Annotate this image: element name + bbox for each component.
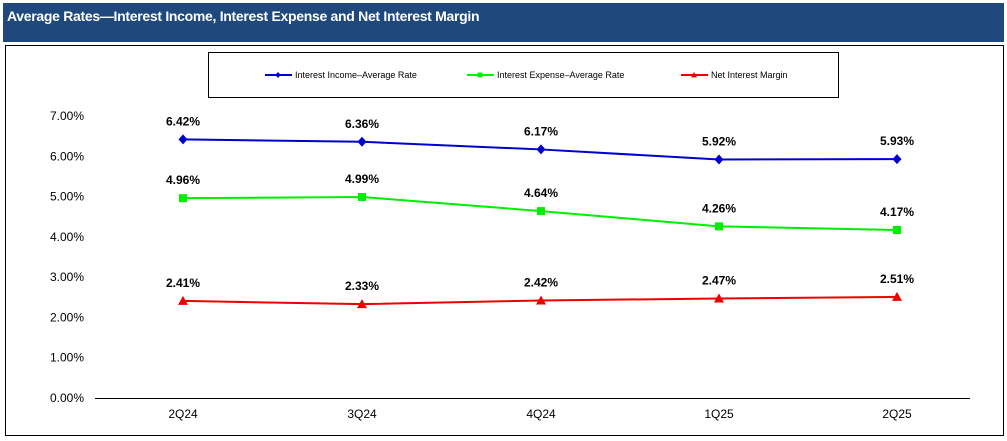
data-label: 4.17% [880,205,914,219]
legend-marker-icon [275,72,281,78]
x-tick-label: 4Q24 [526,407,556,421]
data-point-marker [892,154,902,165]
legend-marker-icon [477,72,483,78]
data-label: 2.47% [702,273,736,287]
legend-label: Net Interest Margin [711,70,788,80]
series-1: 4.96% 4.99% 4.64% 4.26% 4.17% [166,172,914,235]
series-group: 6.42% 6.36% 6.17% 5.92% 5.93% 4.96% 4.99% 4.64%… [166,114,914,309]
data-point-marker [537,207,545,216]
y-tick-label: 5.00% [50,190,84,204]
y-tick-label: 1.00% [50,351,84,365]
x-tick-label: 2Q25 [882,407,912,421]
x-axis: 2Q24 3Q24 4Q24 1Q25 2Q25 [168,407,912,421]
data-label: 2.41% [166,276,200,290]
legend-entry-0: Interest Income–Average Rate [265,70,417,80]
data-label: 2.42% [524,276,558,290]
data-point-marker [357,136,367,147]
data-point-marker [714,293,724,303]
legend: Interest Income–Average Rate Interest Exp… [265,70,788,80]
data-point-marker [357,299,367,309]
legend-entry-1: Interest Expense–Average Rate [467,70,624,80]
y-tick-label: 3.00% [50,270,84,284]
data-label: 2.33% [345,279,379,293]
data-point-marker [358,192,366,201]
x-tick-label: 2Q24 [168,407,198,421]
y-tick-label: 6.00% [50,149,84,163]
data-point-marker [893,226,901,235]
y-tick-label: 4.00% [50,230,84,244]
data-label: 6.36% [345,117,379,131]
legend-box [208,52,839,98]
data-label: 4.99% [345,172,379,186]
data-point-marker [178,134,188,145]
data-label: 5.93% [880,134,914,148]
data-point-marker [715,222,723,231]
legend-marker-icon [691,72,697,78]
y-tick-label: 2.00% [50,310,84,324]
y-tick-label: 0.00% [50,391,84,405]
series-2: 2.41% 2.33% 2.42% 2.47% 2.51% [166,272,914,309]
chart-header: Average Rates—Interest Income, Interest … [3,3,1004,42]
x-tick-label: 1Q25 [704,407,734,421]
data-point-marker [892,291,902,301]
legend-label: Interest Income–Average Rate [295,70,417,80]
data-label: 4.96% [166,173,200,187]
y-tick-label: 7.00% [50,109,84,123]
legend-label: Interest Expense–Average Rate [497,70,624,80]
data-label: 6.42% [166,114,200,128]
x-tick-label: 3Q24 [347,407,377,421]
y-axis: 0.00% 1.00% 2.00% 3.00% 4.00% 5.00% 6.00% 7.00% [50,109,84,405]
data-point-marker [536,295,546,305]
data-point-marker [179,194,187,203]
series-0: 6.42% 6.36% 6.17% 5.92% 5.93% [166,114,914,165]
data-label: 6.17% [524,124,558,138]
data-label: 4.26% [702,201,736,215]
data-point-marker [714,154,724,165]
chart-title: Average Rates—Interest Income, Interest … [7,8,480,24]
data-point-marker [536,144,546,155]
data-label: 5.92% [702,135,736,149]
legend-entry-2: Net Interest Margin [681,70,788,80]
data-label: 2.51% [880,272,914,286]
data-label: 4.64% [524,186,558,200]
data-point-marker [178,295,188,305]
chart-border [5,45,1004,436]
